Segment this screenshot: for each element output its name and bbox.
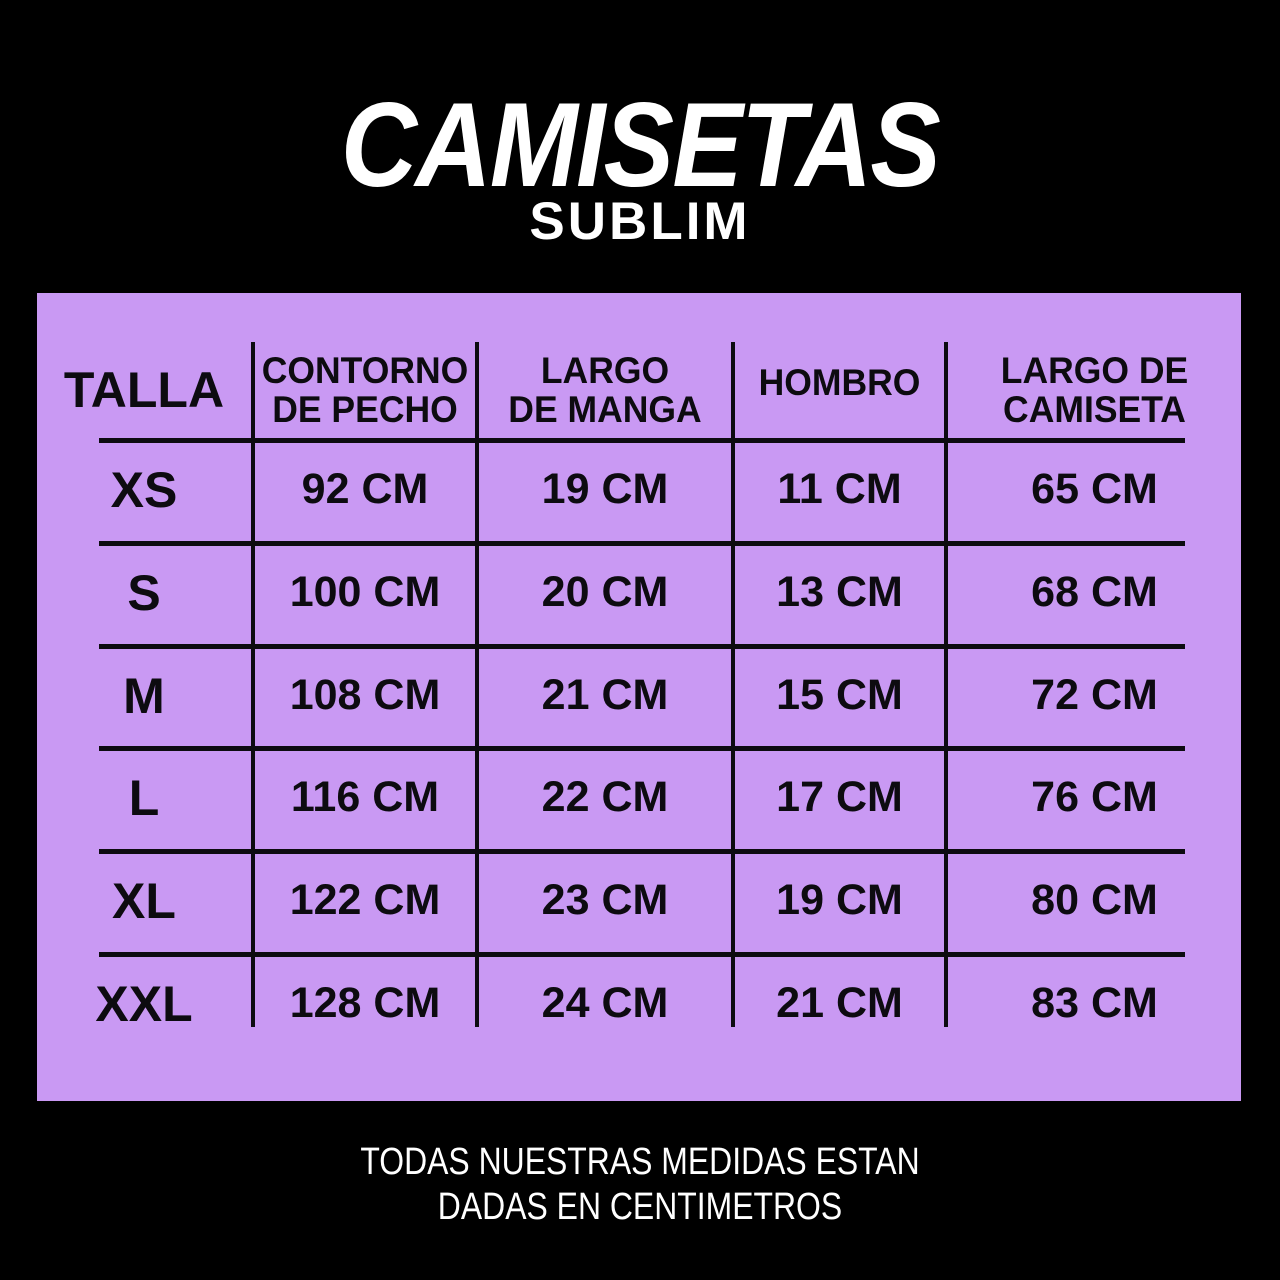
column-divider — [731, 342, 735, 1027]
header-largo-de-camiseta: LARGO DE CAMISETA — [954, 342, 1235, 438]
header-label: TALLA — [63, 362, 225, 418]
header-label: DE MANGA — [508, 389, 702, 430]
sleeve-value: 24 CM — [541, 979, 669, 1027]
length-value: 80 CM — [1031, 876, 1158, 924]
row-divider — [99, 952, 1185, 957]
row-divider — [99, 644, 1185, 649]
sleeve-value: 23 CM — [541, 876, 669, 924]
chest-value: 116 CM — [290, 773, 440, 821]
size-label: M — [123, 667, 165, 724]
shoulder-value: 15 CM — [776, 671, 903, 719]
header-label: CAMISETA — [1003, 389, 1186, 430]
header-label: DE PECHO — [272, 389, 458, 430]
row-divider — [99, 438, 1185, 443]
table-row-s: S 100 CM 20 CM 13 CM 68 CM — [37, 541, 1241, 644]
sleeve-value: 22 CM — [541, 773, 669, 821]
table-row-l: L 116 CM 22 CM 17 CM 76 CM — [37, 746, 1241, 849]
table-row-xs: XS 92 CM 19 CM 11 CM 65 CM — [37, 438, 1241, 541]
sleeve-value: 20 CM — [541, 568, 669, 616]
length-value: 65 CM — [1031, 465, 1158, 513]
size-label: XXL — [95, 975, 193, 1032]
row-divider — [99, 849, 1185, 854]
measurement-note-line1: TODAS NUESTRAS MEDIDAS ESTAN — [360, 1141, 920, 1183]
measurement-note: TODAS NUESTRAS MEDIDAS ESTAN DADAS EN CE… — [102, 1140, 1177, 1230]
header-contorno-de-pecho: CONTORNO DE PECHO — [259, 342, 470, 438]
row-divider — [99, 541, 1185, 546]
length-value: 83 CM — [1031, 979, 1158, 1027]
size-label: XL — [112, 872, 176, 929]
length-value: 68 CM — [1031, 568, 1158, 616]
table-row-xl: XL 122 CM 23 CM 19 CM 80 CM — [37, 849, 1241, 952]
table-row-m: M 108 CM 21 CM 15 CM 72 CM — [37, 644, 1241, 747]
chest-value: 100 CM — [289, 568, 441, 616]
row-divider — [99, 746, 1185, 751]
page-title: CAMISETAS — [340, 78, 941, 212]
shoulder-value: 13 CM — [776, 568, 903, 616]
chest-value: 128 CM — [289, 979, 441, 1027]
header-label: LARGO DE — [1000, 350, 1189, 391]
chest-value: 122 CM — [289, 876, 441, 924]
chest-value: 108 CM — [289, 671, 441, 719]
chest-value: 92 CM — [301, 465, 429, 513]
shoulder-value: 21 CM — [776, 979, 903, 1027]
shoulder-value: 11 CM — [777, 465, 902, 513]
column-divider — [944, 342, 948, 1027]
measurement-note-line2: DADAS EN CENTIMETROS — [437, 1186, 843, 1228]
size-label: XS — [110, 461, 178, 518]
column-divider — [251, 342, 255, 1027]
header-label: LARGO — [540, 350, 670, 391]
size-table-panel: TALLA CONTORNO DE PECHO LARGO DE MANGA H… — [37, 293, 1241, 1101]
shoulder-value: 19 CM — [776, 876, 903, 924]
table-row-xxl: XXL 128 CM 24 CM 21 CM 83 CM — [37, 952, 1241, 1055]
length-value: 72 CM — [1031, 671, 1158, 719]
page-subtitle: SUBLIM — [529, 192, 751, 251]
size-label: L — [128, 769, 160, 826]
shoulder-value: 17 CM — [776, 773, 903, 821]
header-talla: TALLA — [37, 342, 251, 438]
header-largo-de-manga: LARGO DE MANGA — [484, 342, 726, 438]
column-divider — [475, 342, 479, 1027]
sleeve-value: 21 CM — [541, 671, 669, 719]
size-label: S — [127, 564, 161, 621]
header-label: CONTORNO — [261, 350, 469, 391]
header-hombro: HOMBRO — [739, 342, 940, 438]
sleeve-value: 19 CM — [541, 465, 669, 513]
header-label: HOMBRO — [758, 362, 921, 403]
length-value: 76 CM — [1031, 773, 1158, 821]
